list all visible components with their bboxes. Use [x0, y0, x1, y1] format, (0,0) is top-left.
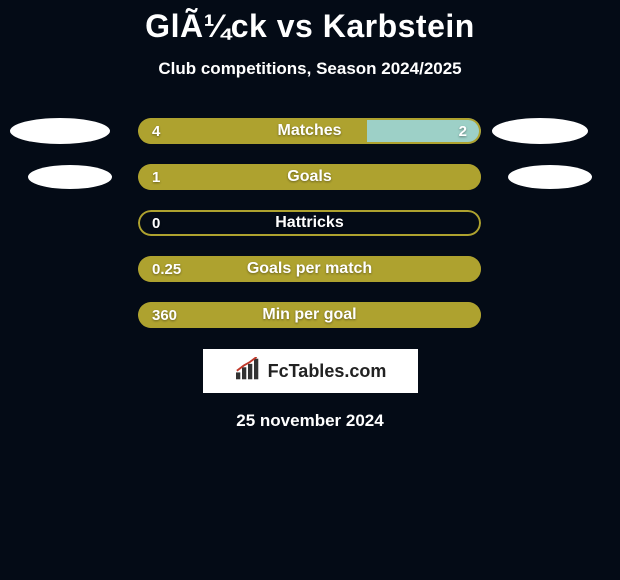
stat-bar-right: [367, 118, 481, 144]
stat-row: Min per goal360: [0, 301, 620, 329]
stat-row: Matches42: [0, 117, 620, 145]
brand-text: FcTables.com: [268, 361, 387, 382]
stat-bar: Hattricks0: [137, 209, 482, 237]
stat-bar: Goals1: [137, 163, 482, 191]
stat-bar-left: [138, 302, 481, 328]
date-text: 25 november 2024: [0, 411, 620, 431]
stat-bar-outline: [138, 210, 481, 236]
comparison-chart: Matches42 Goals1 Hattricks0 Goals per match…: [0, 117, 620, 329]
player-right-marker: [508, 165, 592, 189]
player-right-marker: [492, 118, 588, 144]
subtitle: Club competitions, Season 2024/2025: [0, 59, 620, 79]
stat-bar: Matches42: [137, 117, 482, 145]
player-left-marker: [10, 118, 110, 144]
player-left-marker: [28, 165, 112, 189]
stat-row: Hattricks0: [0, 209, 620, 237]
stat-bar: Min per goal360: [137, 301, 482, 329]
bar-chart-icon: [234, 357, 262, 386]
stat-row: Goals per match0.25: [0, 255, 620, 283]
stat-label: Hattricks: [138, 210, 481, 236]
brand-box[interactable]: FcTables.com: [203, 349, 418, 393]
stat-bar: Goals per match0.25: [137, 255, 482, 283]
stat-row: Goals1: [0, 163, 620, 191]
stat-bar-left: [138, 118, 367, 144]
stat-bar-left: [138, 256, 481, 282]
page-title: GlÃ¼ck vs Karbstein: [0, 0, 620, 45]
stat-bar-left: [138, 164, 481, 190]
stat-value-left: 0: [152, 210, 160, 236]
